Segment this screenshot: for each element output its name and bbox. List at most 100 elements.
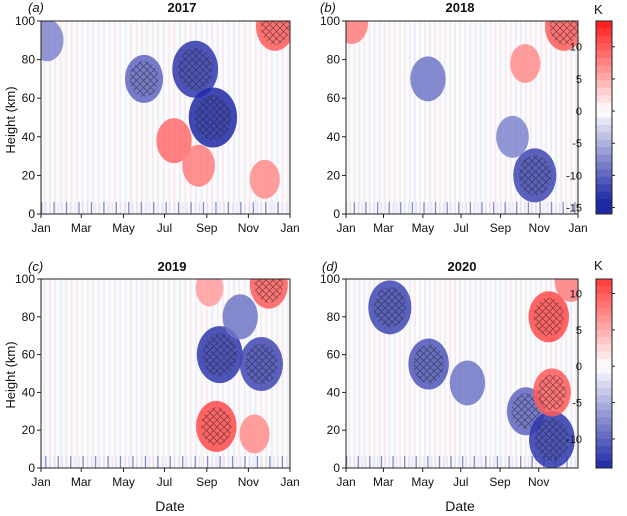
x-tick-label: Nov xyxy=(529,221,550,235)
surface-band xyxy=(431,202,433,214)
wave-streak xyxy=(243,21,246,214)
surface-band xyxy=(423,456,425,468)
surface-band xyxy=(265,202,267,214)
axes-frame xyxy=(40,20,291,215)
colorbar-segment xyxy=(596,154,612,163)
wave-streak xyxy=(525,21,527,214)
colorbar-segment xyxy=(596,43,612,52)
surface-band xyxy=(227,202,230,214)
surface-band xyxy=(248,456,250,468)
wave-streak xyxy=(404,279,406,468)
surface-band xyxy=(516,456,518,468)
warm-anomaly xyxy=(182,144,215,187)
wave-streak xyxy=(135,21,138,214)
surface-band xyxy=(388,202,390,214)
surface-band xyxy=(269,456,271,468)
significance-hatch xyxy=(245,343,278,385)
surface-band xyxy=(269,202,271,214)
surface-band xyxy=(376,456,379,468)
colorbar-segment xyxy=(596,373,612,382)
colorbar-tick-label: 0 xyxy=(576,361,582,373)
wave-streak xyxy=(484,21,487,214)
surface-band xyxy=(144,202,147,214)
wave-streak xyxy=(70,21,73,214)
x-tick-label: Mar xyxy=(373,221,394,235)
wave-streak xyxy=(494,279,497,468)
wave-streak xyxy=(54,21,57,214)
surface-band xyxy=(86,456,88,468)
surface-band xyxy=(485,202,487,214)
x-tick-label: Jan xyxy=(568,221,587,235)
colorbar-segment xyxy=(596,191,612,200)
surface-band xyxy=(82,202,84,214)
colorbar-segment xyxy=(596,337,612,345)
surface-band xyxy=(202,456,205,468)
colorbar-segment xyxy=(596,438,612,447)
wave-streak xyxy=(474,21,477,214)
wave-streak xyxy=(49,279,51,468)
colorbar-segment xyxy=(596,424,612,433)
surface-band xyxy=(65,202,68,214)
surface-band xyxy=(223,456,225,468)
colorbar-segment xyxy=(596,124,612,133)
surface-band xyxy=(547,202,549,214)
wave-streak xyxy=(570,21,573,214)
wave-streak xyxy=(168,21,170,214)
colorbar-segment xyxy=(596,206,612,215)
wave-streak xyxy=(135,279,138,468)
wave-streak xyxy=(65,279,67,468)
colorbar-tick-label: -10 xyxy=(566,434,582,446)
significance-hatch xyxy=(537,374,567,411)
surface-band xyxy=(111,456,113,468)
surface-band xyxy=(570,202,572,214)
surface-band xyxy=(153,456,155,468)
colorbar-segment xyxy=(596,344,612,353)
wave-streak xyxy=(287,279,289,468)
surface-band xyxy=(442,456,444,468)
wave-streak xyxy=(388,21,391,214)
axes-frame xyxy=(345,278,579,469)
y-tick-label: 0 xyxy=(333,207,340,221)
colorbar-segment xyxy=(596,184,612,193)
wave-streak xyxy=(184,279,187,468)
wave-streak xyxy=(459,21,462,214)
significance-hatch xyxy=(260,21,290,45)
significance-hatch xyxy=(533,297,564,336)
wave-streak xyxy=(43,21,46,214)
surface-band xyxy=(450,456,452,468)
colorbar-segment xyxy=(596,286,612,295)
wave-streak xyxy=(464,21,467,214)
surface-band xyxy=(265,456,267,468)
surface-band xyxy=(115,202,117,214)
surface-band xyxy=(128,456,130,468)
surface-band xyxy=(465,456,468,468)
surface-band xyxy=(281,202,283,214)
surface-band xyxy=(508,456,510,468)
surface-band xyxy=(74,202,76,214)
wave-streak xyxy=(565,21,567,214)
colorbar-segment xyxy=(596,80,612,89)
wave-streak xyxy=(103,279,105,468)
plot-area xyxy=(41,279,290,468)
wave-streak xyxy=(520,21,522,214)
surface-band xyxy=(481,456,483,468)
wave-streak xyxy=(484,279,487,468)
colorbar-segment xyxy=(596,322,612,331)
y-tick-label: 40 xyxy=(22,385,36,399)
surface-band xyxy=(415,202,417,214)
surface-band xyxy=(543,202,545,214)
surface-band xyxy=(103,456,105,468)
wave-streak xyxy=(479,21,482,214)
colorbar-bottom: K 10 5 0 -5 -10 xyxy=(566,258,615,469)
surface-band xyxy=(182,456,184,468)
warm-anomaly xyxy=(239,414,270,454)
surface-band xyxy=(566,202,568,214)
colorbar-segment xyxy=(596,351,612,360)
wave-streak xyxy=(43,279,46,468)
surface-band xyxy=(427,456,429,468)
significance-hatch xyxy=(373,287,407,328)
surface-band xyxy=(273,202,275,214)
panel-c-letter: (c) xyxy=(28,259,43,274)
surface-band xyxy=(512,456,514,468)
x-tick-label: Sep xyxy=(196,475,218,489)
